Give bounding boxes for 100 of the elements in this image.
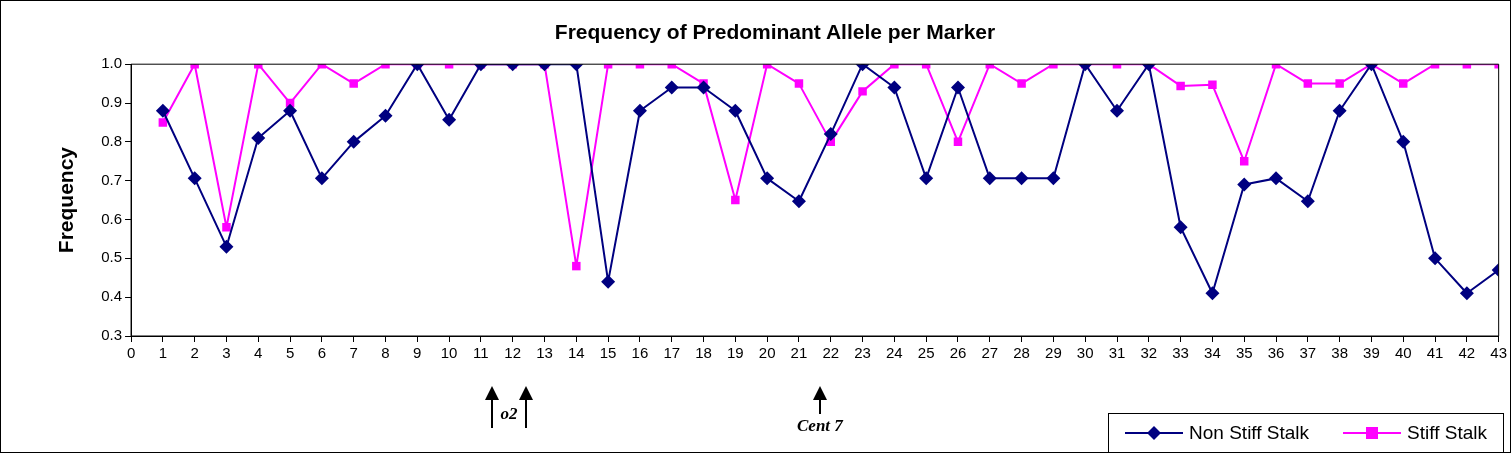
chart-title: Frequency of Predominant Allele per Marker bbox=[554, 20, 996, 44]
x-tick-label: 37 bbox=[1299, 344, 1317, 362]
point bbox=[887, 80, 902, 95]
x-tick-label: 11 bbox=[473, 344, 489, 362]
point bbox=[158, 118, 168, 127]
x-tick-label: 6 bbox=[317, 344, 327, 362]
x-tick-label: 39 bbox=[1363, 344, 1380, 362]
x-tick-label: 18 bbox=[695, 344, 712, 362]
x-tick-label: 33 bbox=[1172, 344, 1189, 362]
x-tick-label: 13 bbox=[536, 344, 553, 362]
y-tick-label: 0.8 bbox=[101, 132, 123, 149]
x-tick-label: 8 bbox=[381, 344, 390, 362]
point bbox=[1017, 79, 1026, 88]
point bbox=[314, 171, 329, 186]
y-tick-label: 0.3 bbox=[101, 326, 123, 344]
x-tick-label: 20 bbox=[758, 344, 776, 362]
point bbox=[950, 80, 965, 95]
point bbox=[791, 194, 806, 209]
point bbox=[222, 223, 231, 232]
point bbox=[251, 130, 266, 145]
x-tick-label: 34 bbox=[1204, 344, 1221, 362]
y-tick-label: 0.7 bbox=[101, 170, 123, 188]
point bbox=[1300, 194, 1315, 209]
point bbox=[823, 127, 838, 142]
point bbox=[1269, 171, 1284, 186]
x-tick-label: 16 bbox=[631, 344, 649, 362]
point bbox=[982, 171, 997, 186]
x-tick-label: 9 bbox=[413, 344, 422, 362]
text: Cent 7 bbox=[797, 416, 843, 436]
x-tick-label: 15 bbox=[599, 344, 617, 362]
x-tick-label: 1 bbox=[158, 344, 168, 362]
x-tick-label: 27 bbox=[981, 344, 999, 362]
point bbox=[1396, 134, 1411, 149]
point bbox=[1237, 177, 1252, 192]
legend-label: Stiff Stalk bbox=[1407, 422, 1487, 444]
point bbox=[1335, 79, 1344, 88]
legend-label: Non Stiff Stalk bbox=[1189, 422, 1310, 444]
x-tick-label: 40 bbox=[1394, 344, 1412, 362]
point bbox=[1205, 286, 1220, 301]
point bbox=[1014, 171, 1029, 186]
y-tick-label: 0.9 bbox=[101, 93, 123, 111]
point bbox=[731, 195, 740, 205]
x-tick-label: 30 bbox=[1076, 344, 1094, 362]
point bbox=[1110, 103, 1124, 118]
point bbox=[1428, 251, 1443, 266]
x-tick-label: 26 bbox=[949, 344, 967, 362]
point bbox=[1459, 286, 1474, 301]
point bbox=[219, 239, 234, 254]
point bbox=[155, 103, 170, 118]
point bbox=[442, 112, 457, 127]
y-axis-title: Frequency bbox=[54, 146, 78, 254]
x-tick-label: 38 bbox=[1331, 344, 1348, 362]
y-tick-label: 0.6 bbox=[101, 209, 123, 227]
point bbox=[601, 274, 616, 289]
text: o2 bbox=[500, 404, 518, 424]
x-tick-label: 22 bbox=[822, 344, 840, 362]
point bbox=[378, 108, 393, 123]
x-tick-label: 23 bbox=[854, 344, 871, 362]
x-tick-label: 5 bbox=[285, 344, 295, 362]
point bbox=[1303, 79, 1313, 88]
point bbox=[1239, 157, 1249, 166]
x-tick-label: 32 bbox=[1140, 344, 1158, 362]
y-tick-label: 1.0 bbox=[101, 54, 123, 72]
x-tick-label: 7 bbox=[349, 344, 358, 362]
x-tick-label: 41 bbox=[1426, 344, 1444, 362]
point bbox=[794, 79, 804, 88]
x-tick-label: 2 bbox=[190, 344, 199, 362]
x-tick-label: 43 bbox=[1490, 344, 1507, 362]
y-tick-label: 0.4 bbox=[101, 287, 123, 305]
point bbox=[1046, 171, 1061, 186]
point bbox=[632, 103, 647, 118]
point bbox=[346, 134, 361, 149]
point bbox=[572, 261, 581, 271]
point bbox=[728, 103, 743, 118]
point bbox=[664, 80, 679, 95]
x-tick-label: 35 bbox=[1235, 344, 1253, 362]
x-tick-label: 31 bbox=[1108, 344, 1126, 362]
x-tick-label: 19 bbox=[727, 344, 744, 362]
x-tick-label: 12 bbox=[504, 344, 522, 362]
x-tick-label: 25 bbox=[917, 344, 935, 362]
x-tick-label: 28 bbox=[1013, 344, 1030, 362]
x-tick-label: 17 bbox=[663, 344, 681, 362]
x-tick-label: 4 bbox=[254, 344, 263, 362]
point bbox=[187, 171, 202, 186]
point bbox=[1173, 220, 1188, 235]
x-tick-label: 42 bbox=[1458, 344, 1476, 362]
point bbox=[696, 80, 711, 95]
point bbox=[760, 171, 775, 186]
point bbox=[1208, 80, 1217, 90]
x-tick-label: 29 bbox=[1045, 344, 1062, 362]
x-tick-label: 3 bbox=[222, 344, 231, 362]
x-tick-label: 36 bbox=[1267, 344, 1285, 362]
x-tick-label: 14 bbox=[567, 344, 585, 362]
y-tick-label: 0.5 bbox=[101, 248, 123, 266]
point bbox=[919, 171, 934, 186]
x-tick-label: 0 bbox=[126, 344, 136, 362]
point bbox=[858, 87, 867, 96]
x-tick-label: 21 bbox=[790, 344, 808, 362]
point bbox=[1176, 81, 1185, 91]
point bbox=[1332, 103, 1347, 118]
